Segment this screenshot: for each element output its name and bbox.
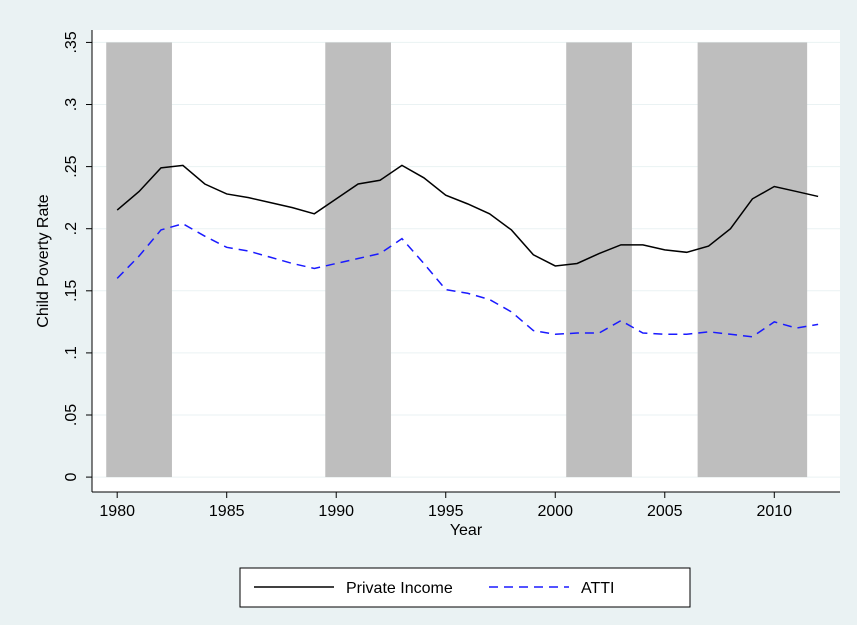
- shaded-region: [566, 42, 632, 478]
- x-tick-label: 2005: [647, 503, 683, 520]
- shaded-region: [697, 42, 808, 478]
- y-tick-label: .15: [63, 280, 80, 302]
- y-axis-title: Child Poverty Rate: [35, 194, 52, 327]
- shaded-region: [325, 42, 391, 478]
- x-tick-label: 1995: [428, 503, 464, 520]
- legend-label: Private Income: [346, 580, 453, 597]
- y-tick-label: .3: [63, 98, 80, 111]
- x-tick-label: 2000: [537, 503, 573, 520]
- x-axis-title: Year: [450, 522, 483, 539]
- y-tick-label: .35: [63, 31, 80, 53]
- x-tick-label: 1990: [318, 503, 354, 520]
- legend-label: ATTI: [581, 580, 614, 597]
- y-tick-label: .25: [63, 155, 80, 177]
- line-series: [116, 164, 819, 267]
- y-tick-label: .05: [63, 404, 80, 426]
- line-series: [116, 222, 819, 338]
- x-tick-label: 2010: [756, 503, 792, 520]
- legend: Private Income ATTI: [239, 567, 691, 608]
- y-tick-label: 0: [63, 473, 80, 482]
- shaded-region: [106, 42, 172, 478]
- y-tick-label: .1: [63, 346, 80, 359]
- x-tick-label: 1985: [209, 503, 245, 520]
- x-tick-label: 1980: [99, 503, 135, 520]
- y-tick-label: .2: [63, 222, 80, 235]
